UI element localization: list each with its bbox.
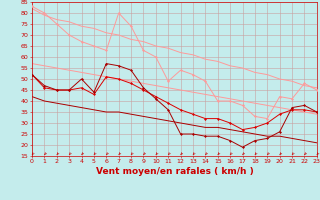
- X-axis label: Vent moyen/en rafales ( km/h ): Vent moyen/en rafales ( km/h ): [96, 167, 253, 176]
